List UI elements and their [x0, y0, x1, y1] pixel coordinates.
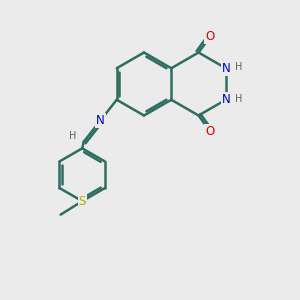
Text: N: N [221, 62, 230, 75]
Text: H: H [235, 94, 242, 103]
Text: N: N [221, 93, 230, 106]
Text: N: N [96, 114, 105, 127]
Text: H: H [68, 131, 76, 141]
Text: O: O [205, 124, 214, 138]
Text: S: S [79, 195, 86, 208]
Text: O: O [205, 30, 214, 44]
Text: H: H [235, 62, 242, 72]
